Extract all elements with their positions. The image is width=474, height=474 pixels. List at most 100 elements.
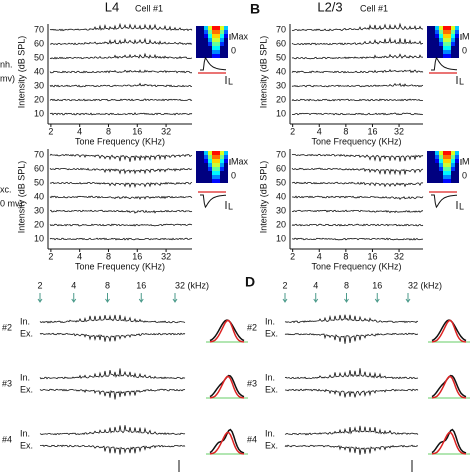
heatmap-cell (451, 26, 455, 30)
heatmap-cell (455, 30, 459, 34)
side-label: nh. (0, 59, 13, 69)
x-tick-label: 32 (394, 251, 404, 261)
heatmap-cell (455, 26, 459, 30)
heatmap-cell (204, 26, 208, 30)
heatmap-cell (439, 179, 443, 183)
trace (284, 425, 419, 436)
trace (39, 444, 186, 455)
heatmap-cell (208, 155, 212, 159)
heatmap-cell (216, 179, 220, 183)
heatmap-cell (216, 38, 220, 42)
trace (291, 209, 424, 214)
heatmap-cell (455, 171, 459, 175)
heatmap-cell (439, 42, 443, 46)
scale-label: L (459, 201, 464, 211)
heatmap-cell (455, 155, 459, 159)
tuning-curve (209, 431, 245, 455)
y-axis-label: Intensity (dB SPL) (258, 161, 268, 234)
freq-arrow (313, 293, 319, 303)
heatmap-cell (200, 54, 204, 58)
freq-label: 8 (105, 280, 110, 290)
heatmap-cell (439, 34, 443, 38)
freq-label: 4 (313, 280, 318, 290)
trace (49, 181, 193, 189)
y-tick-label: 30 (34, 205, 44, 215)
x-tick-label: 8 (343, 126, 348, 136)
heatmap-cell (427, 46, 431, 50)
heatmap-cell (220, 46, 224, 50)
heatmap-cell (200, 50, 204, 54)
heatmap-cell (427, 34, 431, 38)
heatmap-cell (224, 54, 228, 58)
freq-label: 2 (37, 280, 42, 290)
heatmap-cell (455, 167, 459, 171)
inh-label: In. (20, 372, 30, 382)
heatmap-cell (439, 163, 443, 167)
heatmap-cell (427, 179, 431, 183)
trace (39, 388, 186, 400)
heatmap-cell (196, 54, 200, 58)
heatmap-cell (431, 30, 435, 34)
x-tick-label: 32 (394, 126, 404, 136)
x-tick-label: 4 (77, 126, 82, 136)
heatmap-cell (427, 42, 431, 46)
x-tick-label: 16 (367, 251, 377, 261)
heatmap-cell (427, 159, 431, 163)
heatmap-cell (443, 167, 447, 171)
heatmap-cell (224, 159, 228, 163)
y-tick-label: 30 (34, 80, 44, 90)
trace (39, 425, 186, 436)
heatmap-cell (443, 38, 447, 42)
trace (291, 167, 424, 176)
heatmap-cell (212, 30, 216, 34)
heatmap-cell (431, 50, 435, 54)
heatmap-cell (435, 175, 439, 179)
freq-arrow (37, 293, 43, 303)
heatmap-cell (200, 179, 204, 183)
row-id: #4 (247, 434, 257, 444)
y-axis-label: Intensity (dB SPL) (16, 36, 26, 109)
heatmap-cell (451, 167, 455, 171)
trace (284, 368, 419, 380)
heatmap-cell (212, 179, 216, 183)
heatmap-cell (427, 175, 431, 179)
x-tick-label: 2 (48, 126, 53, 136)
freq-label: 16 (136, 280, 146, 290)
exc-label: Ex. (265, 384, 278, 394)
heatmap-cell (216, 54, 220, 58)
x-tick-label: 4 (77, 251, 82, 261)
cell-label: Cell #1 (360, 3, 388, 13)
heatmap-cell (439, 167, 443, 171)
y-tick-label: 50 (34, 177, 44, 187)
heatmap-cell (224, 30, 228, 34)
x-axis-label: Tone Frequency (KHz) (311, 261, 401, 271)
heatmap-cell (196, 34, 200, 38)
heatmap-cell (439, 159, 443, 163)
heatmap-cell (220, 38, 224, 42)
heatmap-cell (220, 34, 224, 38)
freq-label: 8 (344, 280, 349, 290)
heatmap-cell (451, 155, 455, 159)
trace (291, 82, 424, 88)
heatmap-cell (431, 26, 435, 30)
trace (291, 69, 424, 74)
heatmap-cell (427, 54, 431, 58)
heatmap-cell (208, 54, 212, 58)
colorbar-max-label: M (462, 31, 470, 41)
heatmap-cell (216, 42, 220, 46)
trace (49, 52, 193, 60)
heatmap-cell (451, 38, 455, 42)
trace (49, 82, 193, 88)
y-tick-label: 60 (34, 163, 44, 173)
heatmap-cell (204, 159, 208, 163)
heatmap-cell (196, 179, 200, 183)
heatmap-cell (443, 175, 447, 179)
heatmap-cell (427, 30, 431, 34)
x-tick-label: 32 (161, 251, 171, 261)
heatmap-cell (451, 42, 455, 46)
heatmap-cell (443, 54, 447, 58)
freq-label: 32 (kHz) (408, 280, 442, 290)
x-tick-label: 2 (48, 251, 53, 261)
heatmap-cell (212, 50, 216, 54)
heatmap-cell (212, 46, 216, 50)
